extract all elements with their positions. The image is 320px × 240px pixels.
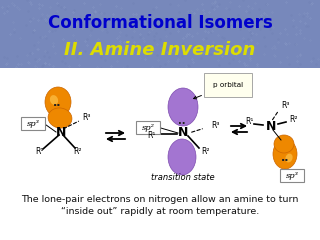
- Text: II. Amine Inversion: II. Amine Inversion: [64, 41, 256, 59]
- Text: R³: R³: [82, 114, 91, 122]
- Text: sp²: sp²: [141, 124, 155, 132]
- Text: Conformational Isomers: Conformational Isomers: [48, 14, 272, 32]
- Text: R³: R³: [281, 102, 290, 110]
- FancyBboxPatch shape: [280, 169, 304, 182]
- Text: N: N: [266, 120, 276, 132]
- Text: R²: R²: [201, 146, 210, 156]
- Bar: [0, 0, 320, 68]
- Text: transition state: transition state: [151, 174, 215, 182]
- Text: R¹: R¹: [147, 131, 155, 139]
- Text: R²: R²: [289, 115, 298, 125]
- Text: sp³: sp³: [27, 120, 39, 127]
- Text: R¹: R¹: [35, 148, 43, 156]
- Text: R²: R²: [74, 146, 82, 156]
- Text: The lone-pair electrons on nitrogen allow an amine to turn: The lone-pair electrons on nitrogen allo…: [21, 195, 299, 204]
- Text: p orbital: p orbital: [194, 82, 243, 99]
- FancyBboxPatch shape: [21, 117, 45, 130]
- Ellipse shape: [48, 108, 72, 128]
- Text: R¹: R¹: [245, 118, 253, 126]
- Ellipse shape: [168, 139, 196, 175]
- Text: ··: ··: [53, 101, 61, 111]
- Ellipse shape: [45, 87, 71, 117]
- Ellipse shape: [273, 139, 297, 169]
- Ellipse shape: [168, 88, 198, 126]
- Text: N: N: [178, 126, 188, 139]
- Bar: [0, 68, 320, 240]
- Ellipse shape: [285, 154, 292, 162]
- Ellipse shape: [50, 95, 58, 105]
- Text: “inside out” rapidly at room temperature.: “inside out” rapidly at room temperature…: [61, 207, 259, 216]
- Text: sp³: sp³: [285, 172, 299, 180]
- Text: ··: ··: [178, 119, 186, 129]
- Text: R³: R³: [211, 120, 220, 130]
- Ellipse shape: [274, 135, 294, 153]
- Text: N: N: [56, 126, 66, 138]
- FancyBboxPatch shape: [136, 121, 160, 134]
- Text: ··: ··: [281, 156, 289, 166]
